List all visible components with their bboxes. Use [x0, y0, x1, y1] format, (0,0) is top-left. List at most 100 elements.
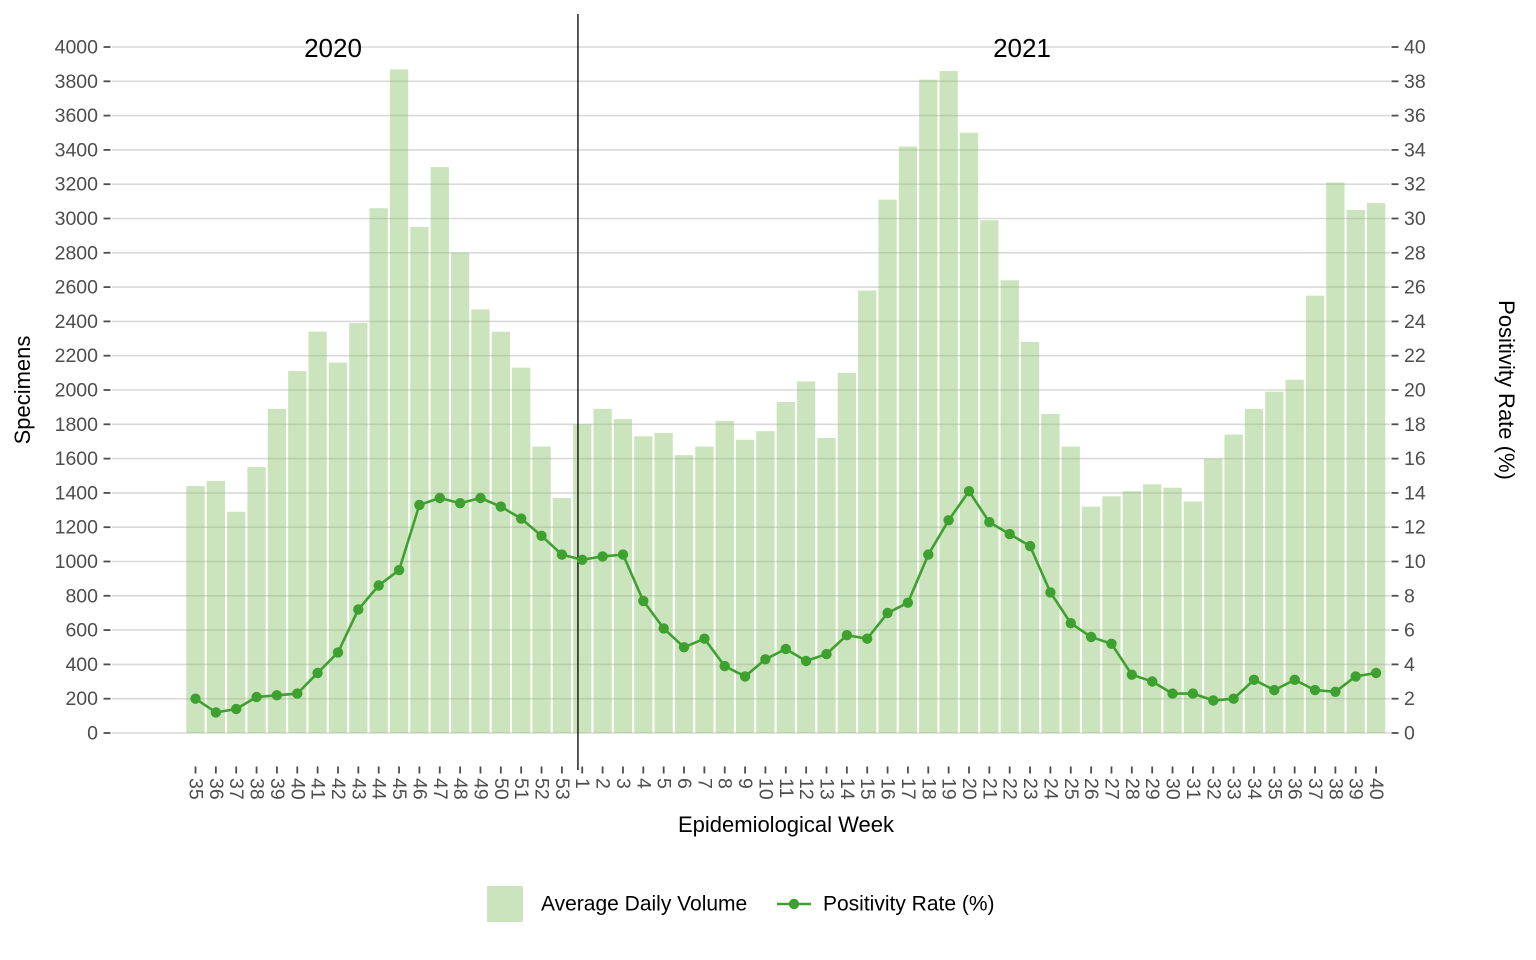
x-tick-label-2020-w42: 42 — [327, 778, 349, 800]
point-2020-w44 — [373, 580, 384, 591]
left-tick-label-4000: 4000 — [55, 37, 99, 59]
bar-2021-w15 — [858, 290, 877, 733]
bar-2021-w36 — [1285, 379, 1304, 733]
x-tick-label-2021-w31: 31 — [1182, 778, 1204, 800]
right-tick-label-34: 34 — [1404, 139, 1426, 161]
x-tick-label-2021-w7: 7 — [693, 778, 715, 789]
bar-2021-w39 — [1346, 209, 1365, 734]
x-tick-label-2021-w1: 1 — [571, 778, 593, 789]
bar-2021-w33 — [1224, 434, 1243, 733]
point-2020-w39 — [271, 690, 283, 701]
point-2021-w8 — [719, 660, 730, 672]
x-tick-label-2020-w53: 53 — [551, 778, 573, 800]
point-2021-w15 — [862, 633, 873, 644]
x-tick-label-2021-w17: 17 — [897, 778, 919, 800]
left-tick-label-2400: 2400 — [55, 311, 99, 333]
year-label-2020: 2020 — [304, 33, 362, 63]
bar-2021-w11 — [776, 402, 795, 733]
bar-2020-w46 — [410, 227, 429, 733]
point-2021-w32 — [1208, 695, 1219, 706]
bar-2021-w2 — [593, 408, 612, 733]
left-tick-label-3800: 3800 — [55, 71, 99, 93]
bar-2020-w43 — [349, 323, 368, 733]
bar-2021-w20 — [959, 132, 979, 733]
point-2021-w40 — [1370, 667, 1382, 679]
left-tick-label-600: 600 — [65, 620, 98, 642]
point-2021-w22 — [1004, 528, 1015, 540]
point-2021-w14 — [841, 630, 853, 641]
point-2021-w24 — [1045, 587, 1056, 598]
x-tick-label-2021-w23: 23 — [1019, 778, 1041, 800]
left-tick-label-2200: 2200 — [55, 345, 99, 367]
point-2021-w39 — [1350, 671, 1361, 682]
bar-2020-w40 — [288, 371, 307, 733]
right-axis: 0246810121416182022242628303234363840Pos… — [1391, 37, 1519, 745]
right-tick-label-18: 18 — [1404, 414, 1426, 436]
bar-2021-w29 — [1143, 484, 1162, 733]
bar-2021-w8 — [715, 420, 734, 733]
point-2021-w28 — [1126, 669, 1138, 680]
bar-2021-w31 — [1183, 501, 1203, 733]
point-2021-w1 — [577, 554, 588, 565]
left-tick-label-3400: 3400 — [55, 139, 99, 161]
bar-2020-w51 — [512, 367, 531, 733]
x-tick-label-2020-w45: 45 — [388, 778, 410, 800]
point-2021-w20 — [963, 486, 975, 497]
x-tick-label-2021-w35: 35 — [1263, 778, 1285, 800]
x-tick-label-2021-w12: 12 — [795, 778, 817, 800]
point-2020-w38 — [251, 691, 262, 703]
bar-2021-w35 — [1265, 391, 1284, 733]
point-2020-w37 — [231, 703, 242, 715]
point-2021-w5 — [658, 623, 669, 634]
point-2021-w21 — [984, 516, 995, 528]
bar-2021-w40 — [1366, 203, 1386, 733]
point-2021-w18 — [923, 549, 934, 560]
point-2021-w6 — [678, 642, 690, 653]
bar-2021-w34 — [1244, 408, 1264, 733]
bar-2020-w53 — [552, 498, 572, 733]
x-tick-label-2021-w13: 13 — [816, 778, 838, 800]
legend-bar-swatch — [487, 886, 523, 922]
x-tick-label-2021-w5: 5 — [653, 778, 675, 789]
bar-2020-w52 — [532, 446, 551, 733]
x-tick-label-2020-w40: 40 — [286, 778, 308, 800]
bar-2021-w23 — [1020, 341, 1040, 733]
left-axis-title: Specimens — [10, 336, 35, 445]
point-2021-w9 — [739, 671, 751, 682]
bar-2020-w50 — [491, 331, 510, 733]
x-tick-label-2021-w38: 38 — [1324, 778, 1346, 800]
bar-2021-w27 — [1102, 496, 1121, 733]
point-2021-w29 — [1147, 676, 1158, 687]
bar-2021-w24 — [1041, 414, 1060, 733]
right-tick-label-10: 10 — [1404, 551, 1426, 573]
x-tick-label-2021-w39: 39 — [1345, 778, 1367, 800]
point-2021-w19 — [943, 515, 954, 526]
point-2021-w30 — [1167, 688, 1178, 699]
point-2020-w47 — [434, 492, 445, 504]
bar-2021-w37 — [1305, 295, 1325, 733]
point-2021-w11 — [780, 643, 791, 655]
point-2020-w46 — [414, 499, 425, 511]
bar-2021-w6 — [674, 455, 694, 733]
x-tick-label-2021-w36: 36 — [1284, 778, 1306, 800]
bar-2020-w44 — [369, 208, 388, 733]
left-tick-label-3200: 3200 — [55, 174, 99, 196]
left-tick-label-2600: 2600 — [55, 277, 99, 299]
left-axis: 0 200 400 600 800 1000 1200 1400 1600 1800 2000 220… — [10, 37, 111, 745]
right-tick-label-22: 22 — [1404, 345, 1426, 367]
bar-2021-w13 — [817, 438, 836, 733]
point-2021-w4 — [638, 595, 649, 607]
bar-2021-w25 — [1061, 446, 1080, 733]
bar-2020-w36 — [206, 480, 225, 733]
bar-2021-w28 — [1122, 491, 1141, 733]
bar-2021-w10 — [756, 431, 775, 733]
point-2021-w31 — [1187, 688, 1199, 699]
x-tick-label-2021-w34: 34 — [1243, 778, 1265, 800]
right-tick-label-12: 12 — [1404, 517, 1426, 539]
x-tick-label-2020-w49: 49 — [469, 778, 491, 800]
point-2020-w35 — [190, 693, 201, 704]
point-2021-w38 — [1330, 686, 1341, 697]
bar-2021-w22 — [1000, 280, 1019, 733]
bar-2020-w45 — [389, 69, 409, 734]
